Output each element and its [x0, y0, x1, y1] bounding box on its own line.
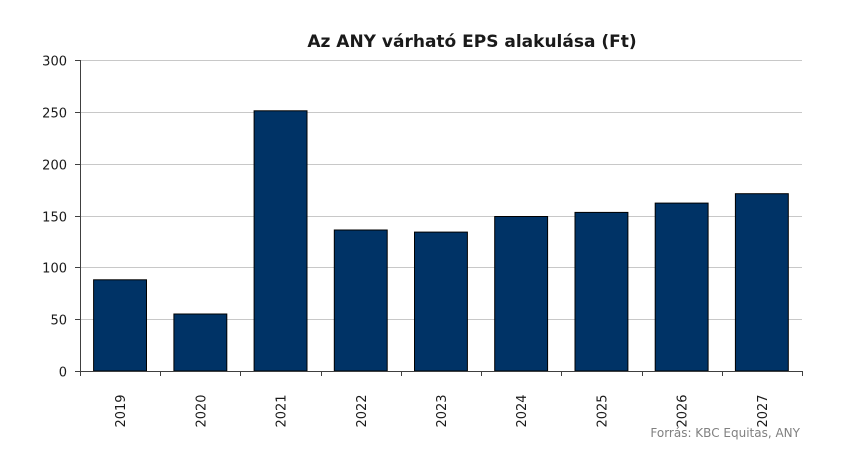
y-tick-label: 50 — [50, 314, 67, 329]
bar-2023 — [414, 231, 468, 372]
x-tick-label: 2020 — [194, 394, 209, 427]
bar-2027 — [734, 193, 789, 372]
y-tick-label: 100 — [42, 262, 67, 277]
y-tick-labels: 0 50 100 150 200 250 300 — [42, 55, 67, 381]
bars — [93, 110, 789, 372]
x-tick-label: 2026 — [676, 394, 691, 427]
chart-title: Az ANY várható EPS alakulása (Ft) — [307, 32, 636, 52]
y-tick-label: 150 — [42, 211, 67, 226]
y-tick-label: 200 — [42, 159, 67, 174]
x-tick-label: 2027 — [756, 394, 771, 427]
bar-2025 — [574, 211, 629, 372]
axes — [75, 60, 803, 376]
x-tick-labels: 2019 2020 2021 2022 2023 2024 2025 2026 2027 — [114, 394, 771, 427]
x-tick-label: 2023 — [435, 394, 450, 427]
x-tick-label: 2021 — [275, 394, 290, 427]
bar-2021 — [253, 110, 308, 372]
bar-2022 — [333, 229, 388, 372]
source-label: Forrás: KBC Equitas, ANY — [650, 426, 800, 440]
y-tick-label: 250 — [42, 107, 67, 122]
y-tick-label: 0 — [59, 366, 67, 381]
x-tick-label: 2019 — [114, 394, 129, 427]
x-tick-label: 2025 — [595, 394, 610, 427]
bar-2026 — [654, 202, 709, 372]
bar-2019 — [93, 279, 147, 372]
bar-2024 — [494, 216, 549, 372]
y-tick-label: 300 — [42, 55, 67, 70]
x-tick-label: 2024 — [515, 394, 530, 427]
x-tick-label: 2022 — [355, 394, 370, 427]
bar-2020 — [173, 313, 228, 372]
